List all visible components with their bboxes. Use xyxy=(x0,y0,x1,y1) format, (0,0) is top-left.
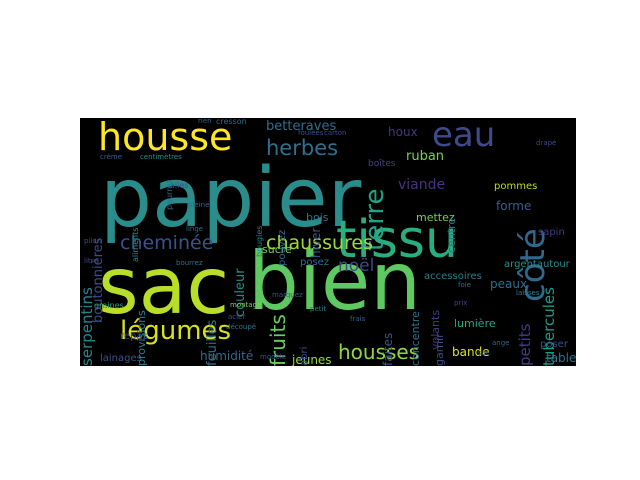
cloud-word: herbes xyxy=(266,136,339,160)
cloud-word: lainages xyxy=(100,353,142,364)
cloud-word: prix xyxy=(454,299,468,307)
cloud-word: peaux xyxy=(490,277,528,291)
cloud-word: betteraves xyxy=(266,119,337,134)
cloud-word: crème xyxy=(100,153,123,161)
cloud-word: argentautour xyxy=(504,259,570,270)
cloud-word: sapin xyxy=(538,227,565,238)
cloud-word: légumes xyxy=(120,316,232,346)
cloud-word: foie xyxy=(458,281,471,289)
cloud-word: provisions xyxy=(135,310,148,366)
cloud-word: centimètres xyxy=(140,153,182,161)
cloud-word: chaussures xyxy=(266,232,373,254)
cloud-word: ruban xyxy=(406,149,445,164)
cloud-word: ailes xyxy=(170,181,189,190)
cloud-word: concentre xyxy=(409,311,422,366)
cloud-word: bande xyxy=(452,345,490,359)
cloud-word: housses xyxy=(338,340,420,364)
cloud-word: découpé xyxy=(226,323,257,331)
cloud-word: papier xyxy=(100,151,362,246)
cloud-word: houx xyxy=(388,125,418,139)
cloud-word: eau xyxy=(432,118,496,155)
cloud-word: abri xyxy=(299,346,310,366)
cloud-word: sac xyxy=(98,242,230,332)
cloud-word: sac xyxy=(478,349,490,357)
cloud-word: boutonnières xyxy=(91,237,106,323)
cloud-word: housse xyxy=(98,118,233,159)
cloud-word: table xyxy=(546,351,576,365)
cloud-word: faites xyxy=(381,332,395,366)
cloud-word: accessoires xyxy=(424,271,482,282)
cloud-word: bourrez xyxy=(176,259,203,267)
word-cloud: papier sac bien tissu housse eau côté terre légu… xyxy=(80,118,576,366)
cloud-word: jeunes xyxy=(292,353,332,366)
cloud-word: pilon xyxy=(84,237,102,245)
cloud-word: marquez xyxy=(272,291,303,299)
cloud-word: sucre xyxy=(262,243,292,256)
cloud-word: boîtes xyxy=(368,159,396,169)
cloud-word: mettez xyxy=(416,211,455,224)
cloud-word: pouvez xyxy=(277,229,288,266)
cloud-word: poser xyxy=(540,339,568,350)
cloud-word: bien xyxy=(248,235,421,328)
cloud-word: ange xyxy=(492,339,510,347)
cloud-word: pommes xyxy=(494,181,538,192)
cloud-word: montage xyxy=(230,301,262,309)
cloud-word: carton xyxy=(324,129,347,137)
cloud-word: drapé xyxy=(536,139,557,147)
cloud-word: frais xyxy=(350,315,366,323)
cloud-word: bougies xyxy=(255,225,264,257)
cloud-word: humidité xyxy=(200,349,254,363)
cloud-word: foulées xyxy=(298,129,324,137)
cloud-word: bois xyxy=(306,211,329,224)
cloud-word: aliments xyxy=(131,227,140,262)
cloud-word: cresson xyxy=(216,118,247,126)
cloud-word: posez xyxy=(300,257,330,268)
cloud-word: acier xyxy=(228,313,246,321)
cloud-word: centre xyxy=(445,217,458,253)
cloud-word: forme xyxy=(496,199,532,213)
cloud-word: modèle xyxy=(260,353,287,361)
cloud-word: repas xyxy=(120,331,148,342)
cloud-word: noël xyxy=(338,256,375,276)
cloud-word: couleur xyxy=(233,268,248,317)
cloud-word: cheminée xyxy=(120,232,214,254)
cloud-word: hiver xyxy=(309,227,323,258)
cloud-word: garnir xyxy=(433,333,446,366)
cloud-word: pleine xyxy=(188,201,210,209)
cloud-word: rien xyxy=(198,118,212,125)
cloud-word: tissu xyxy=(336,210,458,270)
cloud-word: graines xyxy=(94,301,124,310)
cloud-word: lumière xyxy=(454,317,496,330)
cloud-word: petit xyxy=(310,305,327,313)
cloud-word: linge xyxy=(186,225,204,233)
cloud-word: petits xyxy=(516,323,534,367)
cloud-word: laisses xyxy=(516,289,540,297)
cloud-word: litre xyxy=(84,257,98,265)
cloud-word: viande xyxy=(398,177,446,193)
